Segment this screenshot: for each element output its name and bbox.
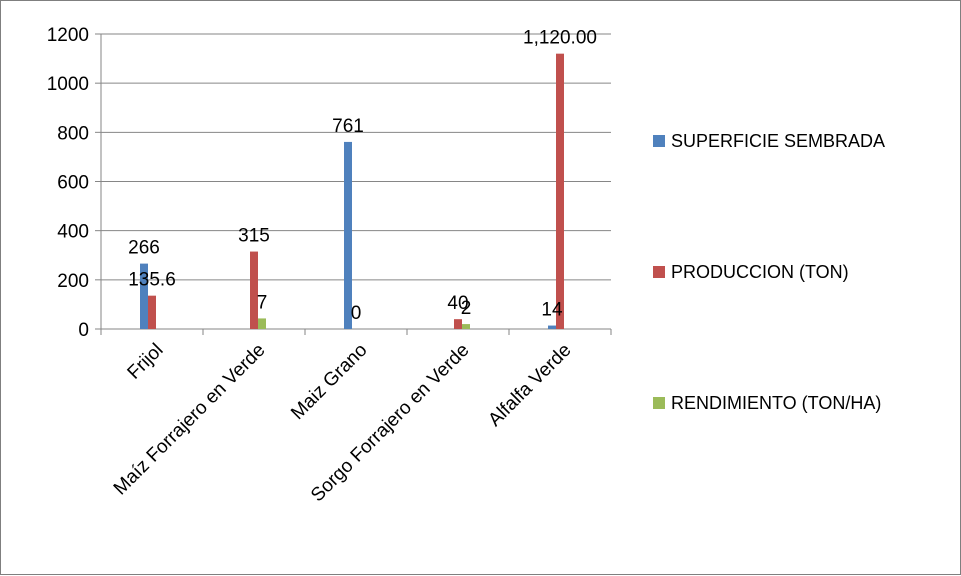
data-label: 14 (541, 300, 563, 321)
legend-swatch (653, 397, 665, 409)
legend: SUPERFICIE SEMBRADA PRODUCCION (TON) RENDI… (653, 131, 885, 413)
bar (462, 324, 470, 329)
data-label: 761 (332, 116, 364, 137)
data-label: 266 (128, 238, 160, 259)
y-tick-label: 400 (57, 222, 89, 243)
bars (140, 53, 564, 330)
y-tick-label: 200 (57, 271, 89, 292)
gridlines (101, 33, 611, 281)
y-tick-label: 1200 (47, 25, 89, 46)
data-labels: 266 135.6 315 7 761 0 402 14 1,120.00 (128, 28, 597, 324)
bar (140, 263, 148, 329)
data-label: 40 (447, 293, 468, 314)
legend-label: RENDIMIENTO (TON/HA) (671, 393, 881, 413)
bar (454, 319, 462, 329)
data-label: 2 (461, 298, 472, 319)
y-tick-label: 800 (57, 123, 89, 144)
data-label: 0 (351, 303, 362, 324)
bar (258, 318, 266, 329)
legend-swatch (653, 135, 665, 147)
data-label: 135.6 (128, 270, 176, 291)
data-label: 7 (257, 292, 268, 313)
x-category-label: Alfalfa Verde (484, 340, 575, 431)
bar (548, 325, 556, 329)
legend-swatch (653, 266, 665, 278)
bar (250, 251, 258, 329)
y-tick-label: 600 (57, 173, 89, 194)
y-tick-label: 0 (78, 320, 89, 341)
bar (344, 141, 352, 329)
legend-label: PRODUCCION (TON) (671, 262, 849, 282)
legend-label: SUPERFICIE SEMBRADA (671, 131, 885, 151)
x-category-label: Maiz Grano (287, 340, 371, 424)
y-tick-label: 1000 (47, 74, 89, 95)
data-label: 1,120.00 (523, 28, 597, 49)
bar (148, 295, 156, 329)
data-label: 315 (238, 226, 270, 247)
bar (556, 53, 564, 330)
x-category-label: Frijol (124, 340, 168, 384)
